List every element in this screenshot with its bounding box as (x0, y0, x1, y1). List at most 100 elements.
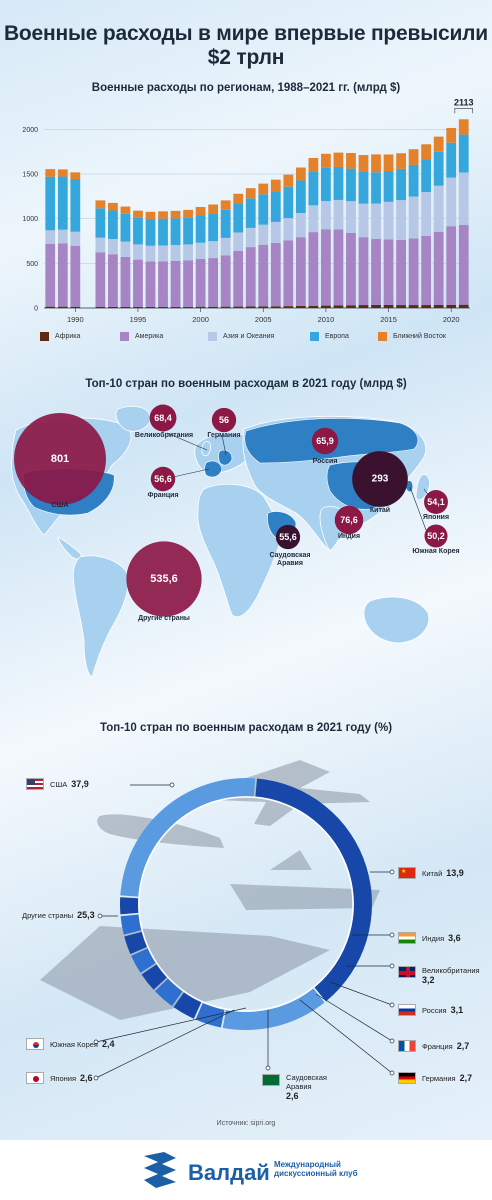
bar-segment (120, 213, 131, 242)
legend-label: Африка (55, 333, 81, 340)
x-tick-label: 2000 (192, 315, 209, 324)
legend-item: Африка (40, 332, 80, 341)
bar-segment (220, 200, 231, 210)
france-shape (204, 460, 223, 478)
leader-france (172, 468, 210, 478)
bar-segment (421, 235, 432, 306)
country-label-india: Индия (337, 533, 361, 540)
donut-leader-6 (299, 999, 393, 1074)
bar-segment (308, 232, 319, 306)
bar-segment (45, 169, 56, 177)
bar-segment (346, 152, 356, 169)
legend-item: Европа (310, 332, 349, 341)
flag-usa-icon (26, 778, 44, 790)
bar-segment (145, 218, 156, 246)
bar-segment (233, 306, 244, 308)
donut-slice-1 (222, 988, 325, 1030)
donut-slice-4 (154, 978, 183, 1006)
bar-segment (195, 215, 206, 243)
bar-segment (270, 179, 281, 192)
bar-segment (133, 244, 143, 260)
donut-leader-dot-10 (97, 913, 103, 919)
donut-slice-8 (120, 914, 142, 935)
bar-segment (270, 306, 281, 308)
bubble-label-usa: 801 (50, 453, 70, 465)
bar-segment (371, 304, 381, 308)
x-tick-label: 2015 (380, 315, 397, 324)
bar-segment (358, 305, 369, 308)
legend-swatch (310, 332, 319, 341)
donut-leader-dot-5 (389, 1038, 395, 1044)
bar-segment (133, 217, 143, 245)
bar-segment (333, 199, 344, 230)
bar-segment (183, 244, 193, 261)
bubble-label-saudi: 55,6 (279, 532, 297, 542)
bar-segment (158, 211, 168, 219)
bar-segment (45, 243, 56, 307)
bar-segment (208, 258, 219, 307)
bar-segment (270, 242, 281, 307)
greenland-shape (115, 405, 151, 432)
bar-segment (108, 254, 118, 307)
country-label-china: Китай (369, 507, 391, 514)
legend-swatch (208, 332, 217, 341)
bar-segment (233, 250, 244, 307)
bar-segment (383, 171, 394, 202)
bar-segment (396, 305, 406, 308)
country-label-russia: Россия (312, 458, 338, 465)
bar-segment (70, 246, 81, 307)
y-tick-label: 2000 (22, 127, 38, 134)
bar-segment (446, 142, 457, 178)
bar-segment (433, 185, 444, 232)
bar-segment (133, 210, 143, 218)
ring-label-india: Индия 3,6 (398, 932, 461, 944)
bar-segment (295, 237, 306, 306)
bar-segment (158, 218, 168, 246)
bar-segment (458, 304, 469, 308)
bar-segment (433, 151, 444, 186)
bar-segment (283, 240, 294, 307)
country-label-germany: Германия (207, 432, 241, 439)
ring-label-korea: Южная Корея 2,4 (26, 1038, 115, 1050)
bar-segment (57, 176, 68, 230)
donut-leader-dot-4 (389, 1002, 395, 1008)
logo-subtitle: Международный дискуссионный клуб (274, 1160, 358, 1178)
bar-segment (45, 230, 56, 244)
bar-segment (421, 159, 432, 193)
australia-shape (363, 596, 430, 644)
flag-saudi-icon (262, 1074, 280, 1086)
bar-segment (446, 304, 457, 308)
bar-segment (371, 154, 381, 173)
donut-slice-0 (255, 778, 373, 1002)
donut-slice-10 (120, 778, 256, 897)
uk-shape (201, 441, 211, 457)
bar-segment (396, 168, 406, 201)
bar-segment (396, 239, 406, 306)
bubble-4 (149, 404, 177, 432)
bar-segment (308, 157, 319, 172)
bar-segment (108, 239, 118, 255)
donut-slice-2 (195, 1002, 225, 1028)
bar-segment (308, 205, 319, 233)
bar-segment (45, 306, 56, 308)
legend-item: Америка (120, 332, 163, 341)
bubble-6 (150, 466, 176, 492)
y-tick-label: 1000 (22, 216, 38, 223)
bubble-label-china: 293 (371, 473, 389, 485)
bar-segment (183, 260, 193, 307)
ring-label-germany: Германия 2,7 (398, 1072, 472, 1084)
legend-label: Европа (325, 333, 349, 340)
legend-item: Азия и Океания (208, 332, 274, 341)
bar-segment (446, 177, 457, 227)
legend-label: Америка (135, 333, 164, 340)
logo-name: Валдай (188, 1160, 270, 1185)
donut-slice-9 (120, 897, 139, 915)
bar-segment (108, 202, 118, 211)
x-tick-label: 2005 (255, 315, 272, 324)
bar-segment (208, 306, 219, 308)
x-tick-label: 1995 (130, 315, 147, 324)
bar-segment (108, 210, 118, 240)
flag-japan-icon (26, 1072, 44, 1084)
bar-segment (358, 155, 369, 172)
bar-segment (333, 229, 344, 306)
